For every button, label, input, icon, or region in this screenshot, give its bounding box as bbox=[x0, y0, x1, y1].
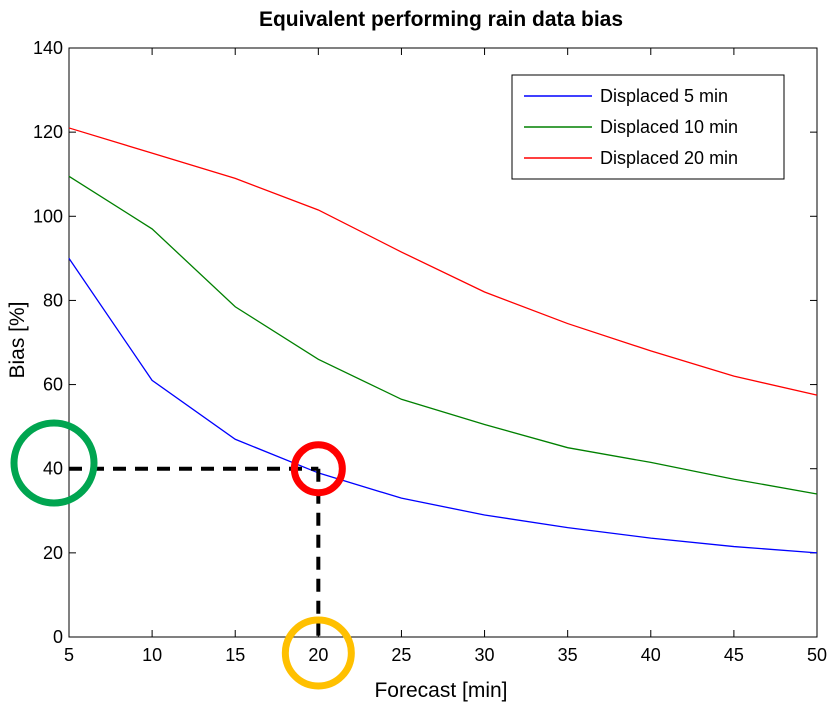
y-tick-label: 40 bbox=[43, 459, 63, 479]
annotation-layer bbox=[10, 419, 355, 690]
legend-label-3: Displaced 20 min bbox=[600, 148, 738, 168]
x-tick-label: 5 bbox=[64, 645, 74, 665]
x-tick-label: 35 bbox=[558, 645, 578, 665]
series-layer bbox=[68, 127, 818, 554]
y-axis-label: Bias [%] bbox=[6, 301, 29, 378]
x-tick-label: 25 bbox=[391, 645, 411, 665]
x-tick-label: 20 bbox=[308, 645, 328, 665]
x-tick-label: 15 bbox=[225, 645, 245, 665]
y-tick-label: 60 bbox=[43, 375, 63, 395]
x-value-highlight-circle bbox=[281, 616, 355, 690]
y-tick-label: 100 bbox=[33, 206, 63, 226]
y-tick-label: 120 bbox=[33, 122, 63, 142]
series-line-3 bbox=[68, 127, 818, 396]
intersection-highlight-circle bbox=[290, 441, 346, 497]
y-tick-label: 0 bbox=[53, 627, 63, 647]
x-tick-label: 45 bbox=[724, 645, 744, 665]
series-line-2 bbox=[68, 175, 818, 495]
y-tick-label: 140 bbox=[33, 38, 63, 58]
legend-label-1: Displaced 5 min bbox=[600, 86, 728, 106]
y-value-highlight-circle bbox=[10, 419, 98, 507]
chart-title: Equivalent performing rain data bias bbox=[259, 8, 623, 31]
x-tick-label: 10 bbox=[142, 645, 162, 665]
y-tick-label: 20 bbox=[43, 543, 63, 563]
legend: Displaced 5 min Displaced 10 min Displaced… bbox=[511, 74, 785, 180]
legend-label-2: Displaced 10 min bbox=[600, 117, 738, 137]
y-tick-label: 80 bbox=[43, 290, 63, 310]
x-tick-label: 40 bbox=[641, 645, 661, 665]
series-line-1 bbox=[68, 257, 818, 554]
x-tick-label: 50 bbox=[807, 645, 827, 665]
x-axis-label: Forecast [min] bbox=[374, 679, 507, 702]
x-tick-label: 30 bbox=[475, 645, 495, 665]
